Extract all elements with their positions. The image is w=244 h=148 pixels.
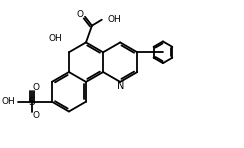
Text: S: S — [29, 97, 35, 107]
Text: O: O — [32, 111, 40, 120]
Text: OH: OH — [48, 34, 62, 43]
Text: N: N — [118, 81, 125, 91]
Text: OH: OH — [107, 15, 121, 24]
Text: OH: OH — [1, 97, 15, 106]
Text: O: O — [32, 83, 40, 92]
Text: O: O — [77, 10, 84, 19]
